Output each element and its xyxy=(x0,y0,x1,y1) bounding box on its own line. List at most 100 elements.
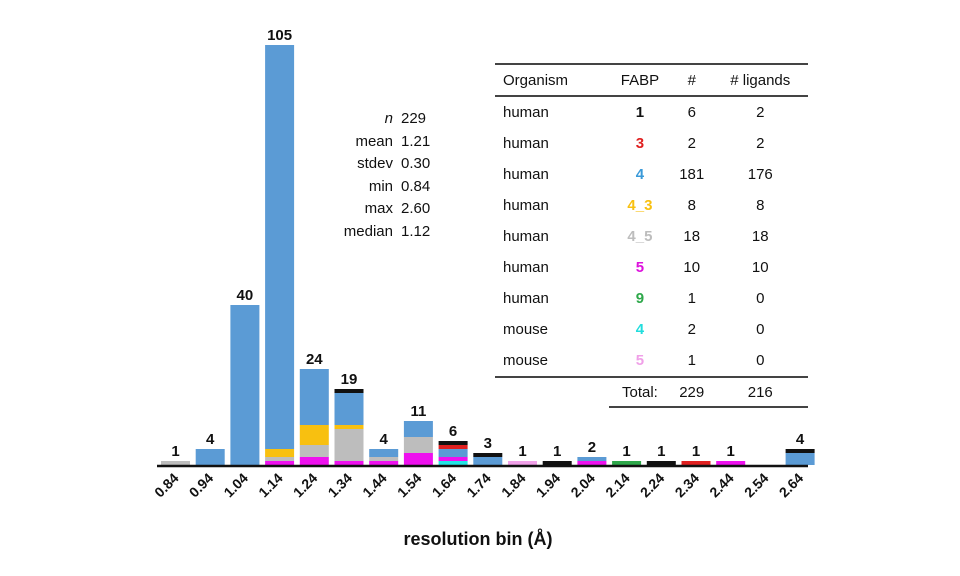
table-row: mouse 5 1 0 xyxy=(495,345,808,378)
total-label: Total: xyxy=(608,377,671,408)
bar-segment-human-5 xyxy=(369,461,399,465)
cell-ligands: 0 xyxy=(756,321,765,338)
bar-value-label: 1 xyxy=(622,443,630,460)
bar-segment-human-1 xyxy=(646,461,676,465)
x-tick-label: 2.24 xyxy=(637,470,668,501)
table-row: human 9 1 0 xyxy=(495,283,808,314)
cell-fabp: 3 xyxy=(635,135,645,152)
cell-organism: human xyxy=(503,166,549,183)
total-ligands: 216 xyxy=(712,377,808,408)
stat-n: n 229 xyxy=(384,110,427,127)
bar-segment-human-9 xyxy=(612,461,642,465)
bar-value-label: 1 xyxy=(553,443,561,460)
bar-segment-human-4 xyxy=(577,457,607,461)
cell-organism: mouse xyxy=(495,345,609,378)
x-tick-label: 1.94 xyxy=(533,470,564,501)
x-tick-label: 2.14 xyxy=(602,470,633,501)
bar-segment-human-3 xyxy=(681,461,711,465)
x-tick-label: 1.04 xyxy=(220,470,251,501)
bar-segment-human-4_5 xyxy=(265,457,295,461)
table-total-row: Total: 229 216 xyxy=(495,377,808,408)
x-tick-label: 1.44 xyxy=(359,470,390,501)
bar-segment-human-4 xyxy=(438,449,468,457)
table-row: human 4 181 176 xyxy=(495,159,808,190)
x-tick-label: 1.74 xyxy=(463,470,494,501)
cell-count: 1 xyxy=(687,290,696,307)
stat-mean: mean 1.21 xyxy=(355,132,431,150)
cell-count: 18 xyxy=(683,228,701,245)
bar-segment-human-5 xyxy=(265,461,295,465)
header-fabp: FABP xyxy=(608,63,671,97)
bar-segment-human-1 xyxy=(438,441,468,445)
bar-segment-human-1 xyxy=(542,461,572,465)
x-tick-label: 2.54 xyxy=(741,470,772,501)
cell-count: 1 xyxy=(670,345,713,378)
fabp-table: Organism FABP # # ligands human 1 6 2 human 3… xyxy=(495,63,808,408)
x-tick-label: 1.24 xyxy=(290,470,321,501)
table-row: human 3 2 2 xyxy=(495,128,808,159)
bar-segment-human-4_5 xyxy=(299,445,329,457)
cell-organism: human xyxy=(503,259,549,276)
bar-segment-human-1 xyxy=(785,449,815,453)
bar-segment-human-3 xyxy=(438,445,468,449)
bar-segment-human-4 xyxy=(230,305,260,465)
cell-organism: human xyxy=(503,228,549,245)
bar-segment-human-4 xyxy=(785,453,815,465)
cell-fabp: 5 xyxy=(608,345,671,378)
bar-value-label: 1 xyxy=(692,443,700,460)
bar-segment-human-4 xyxy=(195,449,225,465)
x-tick-label: 1.14 xyxy=(255,470,286,501)
cell-ligands: 2 xyxy=(756,104,765,121)
cell-count: 2 xyxy=(687,135,696,152)
bar-segment-human-4 xyxy=(299,369,329,425)
header-count: # xyxy=(670,63,713,97)
x-axis-title: resolution bin (Å) xyxy=(404,529,553,549)
bar-segment-human-4_3 xyxy=(299,425,329,445)
cell-count: 181 xyxy=(679,166,705,183)
bar-segment-human-5 xyxy=(403,453,433,465)
cell-count: 2 xyxy=(687,321,696,338)
bar-value-label: 6 xyxy=(449,423,457,440)
cell-fabp: 4 xyxy=(635,321,645,338)
cell-ligands: 0 xyxy=(712,345,808,378)
bar-segment-human-5 xyxy=(299,457,329,465)
bar-value-label: 1 xyxy=(727,443,735,460)
cell-fabp: 5 xyxy=(635,259,645,276)
bar-segment-mouse-4 xyxy=(438,461,468,465)
table-row: human 4_5 18 18 xyxy=(495,221,808,252)
bar-value-label: 105 xyxy=(267,27,292,44)
table-row: mouse 4 2 0 xyxy=(495,314,808,345)
cell-organism: mouse xyxy=(503,321,549,338)
bar-segment-human-4_5 xyxy=(403,437,433,453)
cell-ligands: 18 xyxy=(751,228,769,245)
cell-ligands: 10 xyxy=(751,259,769,276)
bar-value-label: 24 xyxy=(306,351,323,368)
cell-fabp: 4 xyxy=(635,166,645,183)
x-tick-label: 1.34 xyxy=(325,470,356,501)
cell-ligands: 176 xyxy=(747,166,773,183)
table-row: human 4_3 8 8 xyxy=(495,190,808,221)
x-tick-label: 1.54 xyxy=(394,470,425,501)
bar-segment-human-4_5 xyxy=(161,461,190,465)
cell-fabp: 4_5 xyxy=(627,228,653,245)
bar-segment-human-5 xyxy=(334,461,364,465)
bar-segment-human-5 xyxy=(577,461,607,465)
x-tick-label: 2.64 xyxy=(776,470,807,501)
stat-min: min 0.84 xyxy=(368,177,431,195)
stat-max: max 2.60 xyxy=(364,200,431,217)
x-tick-label: 0.94 xyxy=(186,470,217,501)
cell-organism: human xyxy=(503,104,549,121)
bar-segment-human-4 xyxy=(403,421,433,437)
x-tick-label: 0.84 xyxy=(151,470,182,501)
table-header-row: Organism FABP # # ligands xyxy=(495,63,808,97)
cell-organism: human xyxy=(503,290,549,307)
bar-value-label: 4 xyxy=(796,431,805,448)
total-count: 229 xyxy=(670,377,713,408)
cell-count: 10 xyxy=(683,259,701,276)
table-row: human 1 6 2 xyxy=(495,96,808,128)
stat-stdev: stdev 0.30 xyxy=(357,155,431,172)
cell-fabp: 9 xyxy=(635,290,645,307)
bar-value-label: 1 xyxy=(518,443,526,460)
cell-ligands: 0 xyxy=(756,290,765,307)
